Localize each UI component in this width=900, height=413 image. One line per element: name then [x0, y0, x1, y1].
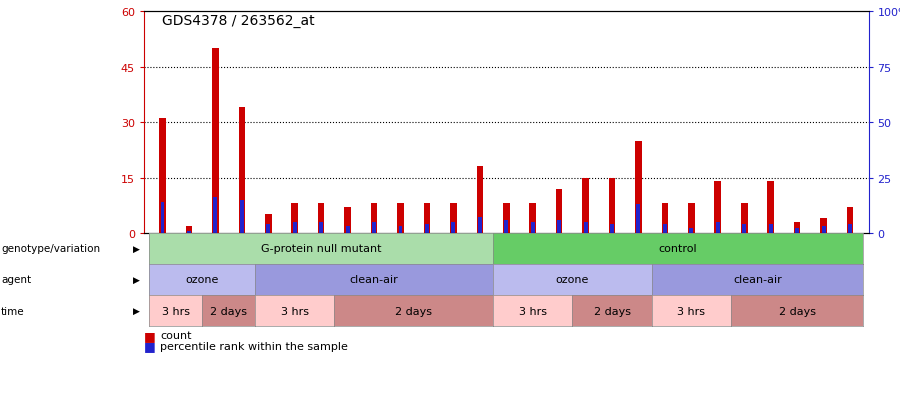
Bar	[212, 49, 219, 233]
Bar	[557, 220, 561, 233]
Bar	[213, 198, 218, 233]
Text: 3 hrs: 3 hrs	[678, 306, 706, 316]
Text: 2 days: 2 days	[593, 306, 631, 316]
Bar	[185, 226, 193, 233]
Bar	[345, 208, 351, 233]
Bar	[371, 204, 377, 233]
Text: 3 hrs: 3 hrs	[162, 306, 190, 316]
Bar	[741, 204, 748, 233]
Bar	[266, 225, 270, 233]
Bar	[531, 222, 535, 233]
Text: genotype/variation: genotype/variation	[1, 244, 100, 254]
Text: ▶: ▶	[132, 244, 140, 253]
Bar	[265, 215, 272, 233]
Bar	[529, 204, 536, 233]
Bar	[848, 225, 852, 233]
Bar	[159, 119, 166, 233]
Bar	[662, 204, 668, 233]
Bar	[503, 204, 509, 233]
Text: 3 hrs: 3 hrs	[281, 306, 309, 316]
Bar	[610, 225, 614, 233]
Bar	[716, 222, 720, 233]
Text: control: control	[659, 244, 698, 254]
Text: GDS4378 / 263562_at: GDS4378 / 263562_at	[162, 14, 315, 28]
Text: ▶: ▶	[132, 275, 140, 284]
Text: ■: ■	[144, 329, 156, 342]
Bar	[504, 220, 508, 233]
Bar	[372, 222, 376, 233]
Bar	[794, 222, 800, 233]
Bar	[715, 182, 721, 233]
Bar	[583, 222, 588, 233]
Text: ozone: ozone	[555, 275, 589, 285]
Bar	[688, 204, 695, 233]
Bar	[820, 218, 827, 233]
Text: 2 days: 2 days	[778, 306, 815, 316]
Bar	[238, 108, 245, 233]
Bar	[318, 204, 325, 233]
Bar	[768, 182, 774, 233]
Bar	[399, 227, 402, 233]
Bar	[187, 231, 191, 233]
Text: 3 hrs: 3 hrs	[518, 306, 546, 316]
Text: 2 days: 2 days	[395, 306, 432, 316]
Text: ozone: ozone	[185, 275, 219, 285]
Text: clean-air: clean-air	[734, 275, 782, 285]
Bar	[769, 225, 772, 233]
Text: count: count	[160, 330, 192, 340]
Text: G-protein null mutant: G-protein null mutant	[261, 244, 382, 254]
Bar	[742, 225, 746, 233]
Bar	[635, 141, 642, 233]
Bar	[240, 200, 244, 233]
Bar	[847, 208, 853, 233]
Bar	[450, 204, 456, 233]
Bar	[478, 218, 482, 233]
Text: ▶: ▶	[132, 306, 140, 315]
Bar	[822, 227, 825, 233]
Bar	[663, 225, 667, 233]
Text: percentile rank within the sample: percentile rank within the sample	[160, 341, 348, 351]
Bar	[636, 204, 641, 233]
Bar	[425, 225, 429, 233]
Bar	[320, 222, 323, 233]
Bar	[292, 222, 297, 233]
Bar	[582, 178, 589, 233]
Bar	[397, 204, 404, 233]
Bar	[795, 229, 799, 233]
Text: ■: ■	[144, 339, 156, 353]
Text: agent: agent	[1, 275, 31, 285]
Bar	[424, 204, 430, 233]
Bar	[346, 227, 349, 233]
Bar	[452, 222, 455, 233]
Bar	[608, 178, 616, 233]
Bar	[292, 204, 298, 233]
Text: time: time	[1, 306, 24, 316]
Bar	[160, 202, 165, 233]
Text: 2 days: 2 days	[210, 306, 248, 316]
Bar	[689, 229, 693, 233]
Text: clean-air: clean-air	[350, 275, 399, 285]
Bar	[476, 167, 483, 233]
Bar	[556, 189, 562, 233]
